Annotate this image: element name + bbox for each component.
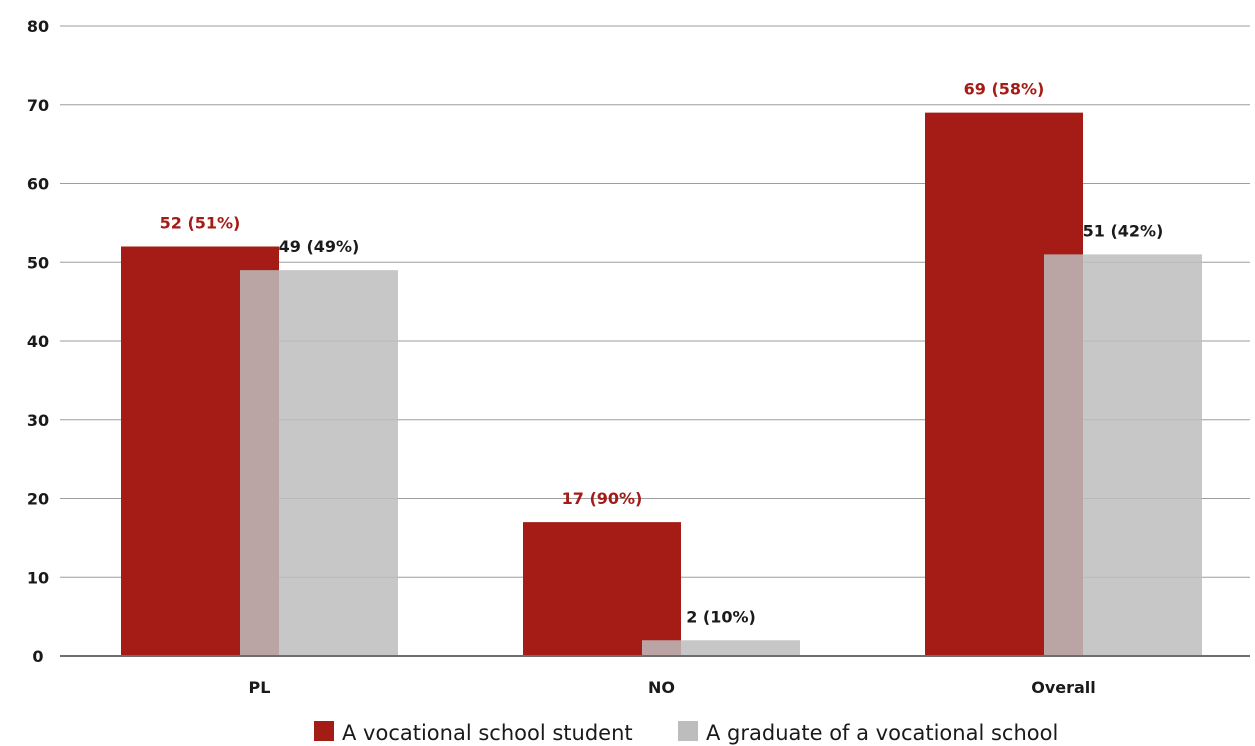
x-category-label: PL — [249, 678, 271, 697]
y-tick-label: 40 — [27, 332, 49, 351]
y-tick-label: 30 — [27, 411, 49, 430]
data-label: 2 (10%) — [686, 607, 756, 626]
x-category-label: Overall — [1031, 678, 1096, 697]
y-tick-label: 80 — [27, 17, 49, 36]
data-label: 69 (58%) — [964, 80, 1045, 99]
data-label: 17 (90%) — [562, 489, 643, 508]
y-tick-label: 10 — [27, 568, 49, 587]
y-tick-label: 70 — [27, 96, 49, 115]
data-label: 49 (49%) — [279, 237, 360, 256]
legend-swatch — [314, 721, 334, 741]
legend-label: A graduate of a vocational school — [706, 721, 1058, 745]
y-tick-label: 0 — [32, 647, 43, 666]
bar-student-no — [523, 522, 681, 656]
bar-graduate-overall — [1044, 254, 1202, 656]
y-tick-label: 50 — [27, 253, 49, 272]
x-axis-categories: PL NO Overall — [249, 678, 1096, 697]
data-labels: 52 (51%) 49 (49%) 17 (90%) 2 (10%) 69 (58%) 5… — [160, 80, 1164, 627]
x-category-label: NO — [648, 678, 675, 697]
bar-graduate-pl — [240, 270, 398, 656]
legend: A vocational school student A graduate of… — [314, 721, 1058, 745]
bars — [121, 112, 1202, 656]
data-label: 51 (42%) — [1083, 221, 1164, 240]
y-axis-ticks: 0 10 20 30 40 50 60 70 80 — [27, 17, 49, 666]
legend-item-student: A vocational school student — [314, 721, 633, 745]
legend-swatch — [678, 721, 698, 741]
legend-item-graduate: A graduate of a vocational school — [678, 721, 1058, 745]
bar-graduate-no — [642, 640, 800, 656]
data-label: 52 (51%) — [160, 214, 241, 233]
y-tick-label: 20 — [27, 490, 49, 509]
legend-label: A vocational school student — [342, 721, 633, 745]
y-tick-label: 60 — [27, 175, 49, 194]
